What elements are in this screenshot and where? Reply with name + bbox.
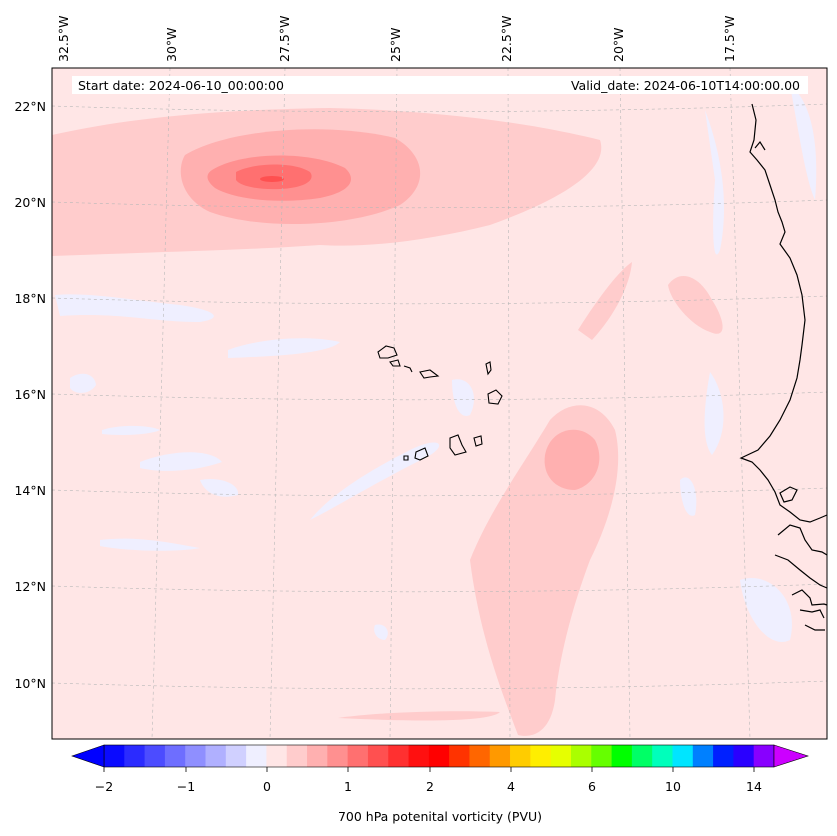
lat-label: 12°N (14, 579, 46, 594)
graticule (51, 67, 828, 740)
colorbar-cell (205, 745, 227, 767)
colorbar-cell (225, 745, 247, 767)
colorbar-cell (652, 745, 673, 767)
colorbar-cell (104, 745, 125, 767)
colorbar-cell (591, 745, 612, 767)
lat-label: 22°N (14, 99, 46, 114)
colorbar-cell (246, 745, 267, 767)
colorbar-tick-label: 4 (507, 779, 515, 794)
lat-label: 20°N (14, 195, 46, 210)
colorbar-under-arrow (71, 744, 105, 768)
cape-verde-islands (377, 345, 503, 461)
header-bar: Start date: 2024-06-10_00:00:00 Valid_da… (72, 76, 808, 94)
lat-label: 18°N (14, 291, 46, 306)
colorbar-cell (144, 745, 166, 767)
colorbar-cell (753, 745, 775, 767)
lon-label: 30°W (164, 27, 179, 62)
colorbar-cell (428, 745, 450, 767)
negative-pv-patches (55, 85, 817, 642)
latitude-labels: 22°N 20°N 18°N 16°N 14°N 12°N 10°N (14, 99, 46, 691)
colorbar-tick-label: −2 (95, 779, 113, 794)
colorbar-cell (408, 745, 430, 767)
map-frame (51, 67, 828, 740)
header-background (72, 76, 808, 94)
colorbar: −2 −1 0 1 2 4 6 10 14 700 hPa potenital … (71, 744, 809, 824)
colorbar-cell (388, 745, 409, 767)
colorbar-cell (489, 745, 511, 767)
colorbar-label: 700 hPa potenital vorticity (PVU) (338, 809, 542, 824)
colorbar-cell (550, 745, 572, 767)
longitude-labels: 32.5°W 30°W 27.5°W 25°W 22.5°W 20°W 17.5… (56, 16, 737, 62)
colorbar-cell (611, 745, 633, 767)
coastline (739, 103, 828, 631)
colorbar-cells (103, 744, 775, 768)
colorbar-cell (164, 745, 186, 767)
lat-label: 14°N (14, 483, 46, 498)
colorbar-tick-label: 0 (263, 779, 271, 794)
lon-label: 27.5°W (277, 16, 292, 62)
colorbar-cell (185, 745, 206, 767)
colorbar-cell (347, 745, 369, 767)
lat-label: 10°N (14, 676, 46, 691)
colorbar-cell (266, 745, 288, 767)
map-panel: Start date: 2024-06-10_00:00:00 Valid_da… (51, 67, 828, 740)
colorbar-cell (631, 745, 653, 767)
colorbar-tick-label: 1 (344, 779, 352, 794)
pv-maximum (260, 176, 284, 182)
colorbar-cell (672, 745, 694, 767)
colorbar-tick-label: 2 (426, 779, 434, 794)
lon-label: 17.5°W (722, 16, 737, 62)
colorbar-cell (570, 745, 592, 767)
colorbar-tick-label: 6 (588, 779, 596, 794)
lat-label: 16°N (14, 387, 46, 402)
colorbar-tick-label: 10 (665, 779, 681, 794)
colorbar-tick-label: −1 (177, 779, 195, 794)
colorbar-cell (733, 745, 755, 767)
colorbar-cell (530, 745, 552, 767)
lon-label: 20°W (611, 27, 626, 62)
colorbar-ticks (103, 767, 755, 772)
colorbar-cell (124, 745, 145, 767)
valid-date-label: Valid_date: 2024-06-10T14:00:00.00 (571, 78, 800, 93)
colorbar-cell (367, 745, 389, 767)
colorbar-over-arrow (773, 744, 809, 768)
colorbar-tick-labels: −2 −1 0 1 2 4 6 10 14 (95, 779, 762, 794)
colorbar-cell (286, 745, 308, 767)
colorbar-cell (449, 745, 470, 767)
colorbar-cell (692, 745, 714, 767)
start-date-label: Start date: 2024-06-10_00:00:00 (78, 78, 284, 93)
colorbar-cell (510, 745, 531, 767)
colorbar-cell (307, 745, 328, 767)
lon-label: 32.5°W (56, 16, 71, 62)
colorbar-cell (469, 745, 491, 767)
colorbar-cell (713, 745, 734, 767)
lon-label: 22.5°W (499, 16, 514, 62)
colorbar-tick-label: 14 (746, 779, 762, 794)
lon-label: 25°W (388, 27, 403, 62)
colorbar-cell (327, 745, 349, 767)
